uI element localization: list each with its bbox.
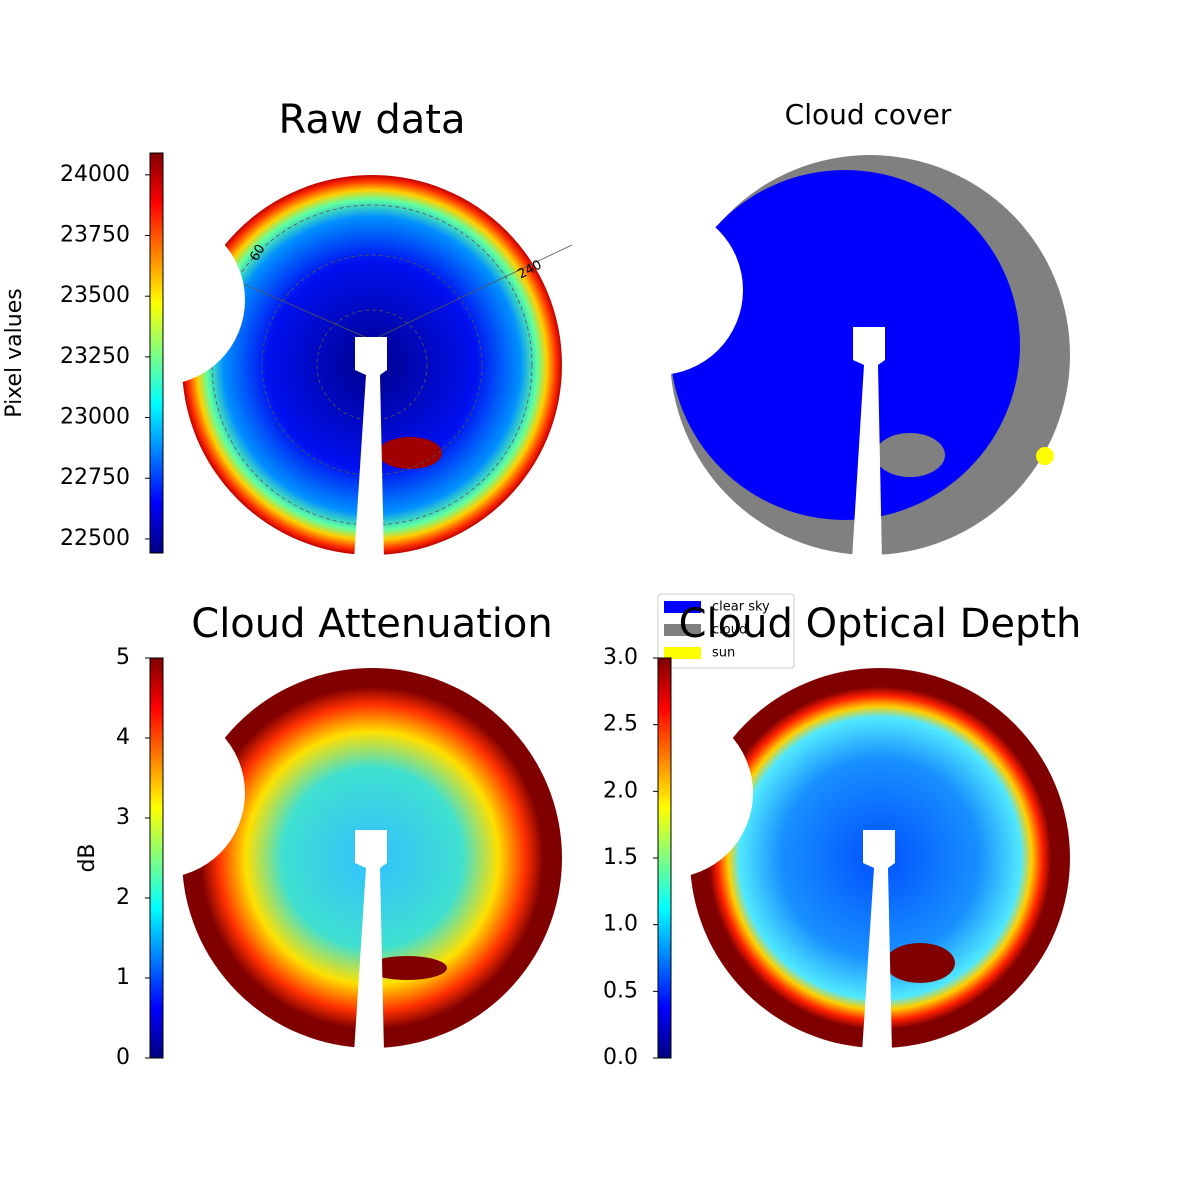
colorbar-label: dB <box>75 843 100 872</box>
colorbar-tick-label: 1 <box>116 965 130 990</box>
cloud-blob <box>378 437 442 469</box>
colorbar-label: Pixel values <box>2 288 27 417</box>
polar-grid <box>211 204 533 526</box>
colorbar-tick-label: 0.0 <box>603 1045 638 1070</box>
mast-cutout <box>852 327 885 560</box>
panel: Cloud Optical Depth 0.0 0.5 1.0 1.5 2.0 2.5 3.0 <box>583 601 1081 1070</box>
image-notch <box>573 205 743 375</box>
colorbar-tick-label: 1.5 <box>603 845 638 870</box>
colorbar-tick-label: 0 <box>116 1045 130 1070</box>
mast-cutout <box>354 830 387 1053</box>
sun-marker <box>1036 447 1054 465</box>
colorbar <box>149 152 164 554</box>
panel-title: Cloud Optical Depth <box>679 601 1082 647</box>
colorbar <box>149 657 164 1059</box>
panel-title: Cloud cover <box>785 98 952 131</box>
colorbar-tick-label: 3 <box>116 805 130 830</box>
colorbar-tick-label: 2.5 <box>603 712 638 737</box>
clear-sky-region <box>670 170 1020 520</box>
cloud-blob <box>367 956 447 980</box>
mast-cutout <box>354 337 387 560</box>
legend: clear sky cloud sun <box>657 593 795 669</box>
panel: Raw data12060240225002275023000232502350… <box>2 97 573 560</box>
legend-label: cloud <box>712 623 747 638</box>
polar-grid <box>261 254 483 476</box>
colorbar-tick-label: 2 <box>116 885 130 910</box>
colorbar-tick-label: 23500 <box>60 283 130 308</box>
colorbar-tick-label: 0.5 <box>603 978 638 1003</box>
colorbar-tick-label: 5 <box>116 645 130 670</box>
legend-swatch <box>664 601 701 613</box>
colorbar-tick-label: 22750 <box>60 465 130 490</box>
cloud-blob <box>875 433 945 477</box>
legend-label: clear sky <box>712 600 770 615</box>
colorbar-tick-label: 22500 <box>60 526 130 551</box>
colorbar-tick-label: 23000 <box>60 405 130 430</box>
cloud-blob <box>885 943 955 983</box>
panel-title: Raw data <box>279 97 466 143</box>
panel-title: Cloud Attenuation <box>191 601 552 647</box>
colorbar-tick-label: 23750 <box>60 223 130 248</box>
colorbar-tick-label: 1.0 <box>603 912 638 937</box>
colorbar-tick-label: 4 <box>116 725 130 750</box>
colorbar <box>657 657 672 1059</box>
mast-cutout <box>862 830 895 1053</box>
colorbar-tick-label: 24000 <box>60 162 130 187</box>
polar-spoke <box>371 244 573 341</box>
panel: Cloud cover clear sky cloud sun <box>573 98 1070 669</box>
colorbar-tick-label: 2.0 <box>603 778 638 803</box>
colorbar-tick-label: 3.0 <box>603 645 638 670</box>
colorbar-tick-label: 23250 <box>60 344 130 369</box>
legend-swatch <box>664 624 701 636</box>
legend-swatch <box>664 647 701 659</box>
panel: Cloud Attenuation 0 1 2 3 4 5 dB <box>75 601 562 1070</box>
polar-label: 60 <box>247 242 268 264</box>
legend-label: sun <box>712 646 735 661</box>
